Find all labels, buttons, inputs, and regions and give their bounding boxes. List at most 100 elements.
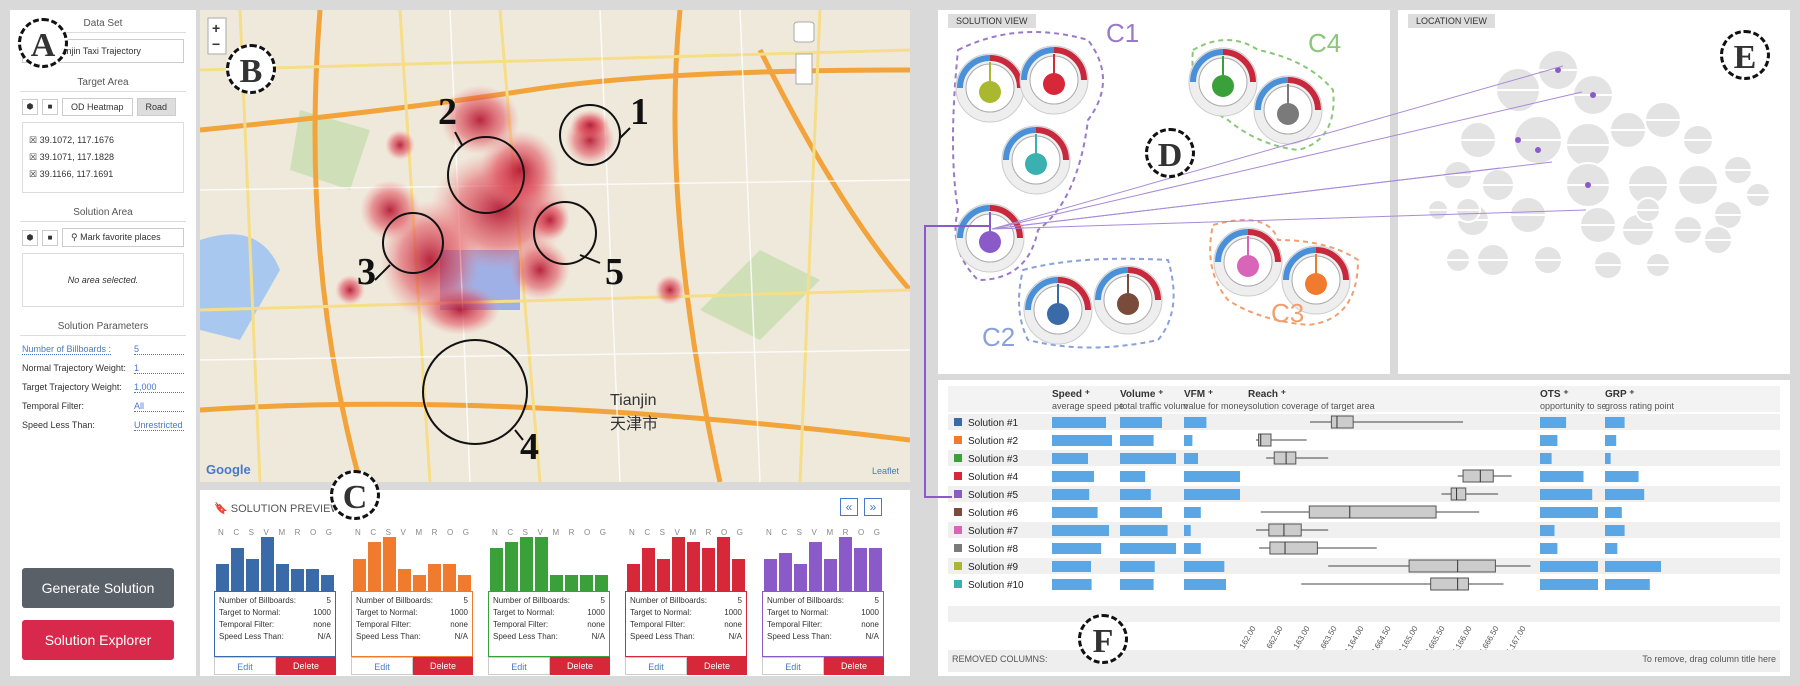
edit-button[interactable]: Edit (488, 657, 550, 675)
location-glyph[interactable] (1513, 115, 1563, 165)
delete-button[interactable]: Delete (550, 657, 610, 675)
location-glyph[interactable] (1565, 122, 1611, 168)
column-title[interactable]: Speed ⁺ (1052, 389, 1090, 400)
edit-button[interactable]: Edit (214, 657, 276, 675)
location-glyph[interactable] (1745, 182, 1771, 208)
zoom-out-button[interactable]: − (212, 36, 221, 52)
table-row[interactable]: Solution #2 (948, 432, 1780, 448)
region-circle-3[interactable] (382, 212, 444, 274)
location-glyph[interactable] (1713, 200, 1743, 230)
location-glyph[interactable] (1495, 67, 1541, 113)
location-glyph[interactable] (1445, 247, 1471, 273)
table-row[interactable]: Solution #1 (948, 414, 1780, 430)
location-glyph[interactable] (1476, 243, 1510, 277)
solution-glyph[interactable] (1019, 45, 1089, 115)
zoom-in-button[interactable]: + (212, 20, 221, 36)
location-glyph[interactable] (1723, 155, 1753, 185)
region-circle-2[interactable] (447, 136, 525, 214)
solution-view-canvas[interactable] (938, 10, 1390, 374)
road-button[interactable]: Road (136, 98, 177, 116)
column-title[interactable]: Volume ⁺ (1120, 389, 1163, 400)
coord-item[interactable]: ☒ 39.1071, 117.1828 (29, 152, 114, 162)
layers-icon[interactable] (793, 21, 815, 43)
leaflet-link[interactable]: Leaflet (872, 466, 900, 476)
map-view[interactable]: + − 1 2 3 4 5 Tianjin 天津市 Google Leaflet (200, 10, 910, 482)
location-glyph[interactable] (1635, 197, 1661, 223)
od-heatmap-button[interactable]: OD Heatmap (62, 98, 133, 116)
edit-button[interactable]: Edit (762, 657, 824, 675)
location-glyph[interactable] (1455, 197, 1481, 223)
delete-button[interactable]: Delete (824, 657, 884, 675)
solution-explorer-button[interactable]: Solution Explorer (22, 620, 174, 660)
param-value[interactable]: Unrestricted (134, 420, 184, 431)
delete-button[interactable]: Delete (413, 657, 473, 675)
generate-solution-button[interactable]: Generate Solution (22, 568, 174, 608)
solution-card[interactable]: N C S V M R O G Number of Billboards: 5 Target to … (214, 528, 336, 675)
region-circle-5[interactable] (533, 201, 597, 265)
table-row[interactable]: Solution #10 (948, 576, 1780, 592)
param-value[interactable]: 1,000 (134, 382, 184, 393)
column-title[interactable]: GRP ⁺ (1605, 389, 1635, 400)
param-value[interactable]: All (134, 401, 184, 412)
location-glyph[interactable] (1481, 168, 1515, 202)
polygon-tool-icon[interactable]: ⬢ (22, 99, 38, 115)
edit-button[interactable]: Edit (351, 657, 413, 675)
solution-glyph[interactable] (1253, 75, 1323, 145)
coord-item[interactable]: ☒ 39.1166, 117.1691 (29, 169, 114, 179)
zoom-control[interactable] (207, 17, 227, 55)
solution-glyph[interactable] (1001, 125, 1071, 195)
column-title[interactable]: Reach ⁺ (1248, 389, 1286, 400)
solution-glyph[interactable] (1023, 275, 1093, 345)
edit-button[interactable]: Edit (625, 657, 687, 675)
delete-button[interactable]: Delete (276, 657, 336, 675)
table-row[interactable]: Solution #6 (948, 504, 1780, 520)
location-glyph[interactable] (1677, 164, 1719, 206)
removed-columns-bar[interactable] (948, 650, 1780, 672)
solution-glyph[interactable] (1188, 47, 1258, 117)
table-row[interactable]: Solution #8 (948, 540, 1780, 556)
region-circle-4[interactable] (422, 339, 528, 445)
column-title[interactable]: VFM ⁺ (1184, 389, 1213, 400)
location-glyph[interactable] (1593, 250, 1623, 280)
map-canvas[interactable] (200, 10, 910, 482)
location-glyph[interactable] (1682, 124, 1714, 156)
location-glyph[interactable] (1579, 206, 1617, 244)
column-title[interactable]: OTS ⁺ (1540, 389, 1569, 400)
location-glyph[interactable] (1427, 199, 1449, 221)
location-glyph[interactable] (1459, 121, 1497, 159)
location-glyph[interactable] (1703, 225, 1733, 255)
location-glyph[interactable] (1644, 101, 1682, 139)
previous-page-button[interactable]: « (840, 498, 858, 516)
location-glyph[interactable] (1509, 196, 1547, 234)
region-circle-1[interactable] (559, 104, 621, 166)
location-glyph[interactable] (1609, 111, 1647, 149)
table-row[interactable]: Solution #7 (948, 522, 1780, 538)
param-value[interactable]: 1 (134, 363, 184, 374)
table-row[interactable]: Solution #5 (948, 486, 1780, 502)
table-row[interactable]: Solution #9 (948, 558, 1780, 574)
solution-card[interactable]: N C S V M R O G Number of Billboards: 5 Target to … (762, 528, 884, 675)
polygon-tool-icon[interactable]: ⬢ (22, 229, 38, 246)
table-row[interactable]: Solution #4 (948, 468, 1780, 484)
solution-card[interactable]: N C S V M R O G Number of Billboards: 5 Target to … (351, 528, 473, 675)
draw-tools-icon[interactable] (795, 53, 813, 85)
solution-card[interactable]: N C S V M R O G Number of Billboards: 5 Target to … (488, 528, 610, 675)
solution-glyph[interactable] (955, 53, 1025, 123)
table-row[interactable]: Solution #3 (948, 450, 1780, 466)
location-glyph[interactable] (1673, 215, 1703, 245)
rectangle-tool-icon[interactable]: ■ (42, 229, 58, 246)
solution-glyph[interactable] (1213, 227, 1283, 297)
location-glyph[interactable] (1443, 160, 1473, 190)
location-glyph[interactable] (1533, 245, 1563, 275)
solution-glyph[interactable] (955, 203, 1025, 273)
param-value[interactable]: 5 (134, 344, 184, 355)
next-page-button[interactable]: » (864, 498, 882, 516)
location-glyph[interactable] (1645, 252, 1671, 278)
rectangle-tool-icon[interactable]: ■ (42, 99, 58, 115)
solution-glyph[interactable] (1281, 245, 1351, 315)
mark-favorite-places-button[interactable]: ⚲ Mark favorite places (62, 228, 184, 247)
solution-glyph[interactable] (1093, 265, 1163, 335)
location-glyph[interactable] (1627, 164, 1669, 206)
coord-item[interactable]: ☒ 39.1072, 117.1676 (29, 135, 114, 145)
